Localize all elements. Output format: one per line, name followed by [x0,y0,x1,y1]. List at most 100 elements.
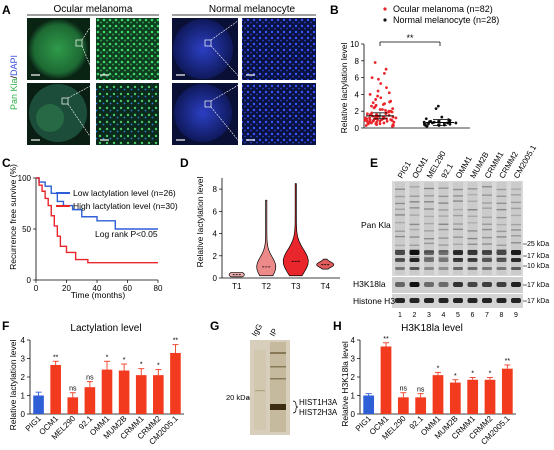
e-band-histone-h3 [409,298,420,303]
e-band-histone-h3 [482,298,492,303]
e-band-faint [453,236,463,238]
d-ylabel: Relative lactylation level [195,177,205,268]
panel-g: G IgG IP 20 kDa HIST1H3A HIST2H3A [210,319,338,435]
h-title: H3K18la level [401,323,463,334]
f-bar [50,364,61,414]
e-band-faint [467,243,478,245]
panel-d: D Relative lactylation level 0 2 4 6 8 T1 T2 T3… [180,156,340,291]
panel-c: C Recurrence free survive (%) 0 50 100 0 20 4… [2,156,178,300]
e-band-faint [438,209,449,211]
h-ytick-label: 2 [351,373,356,382]
e-band-faint [496,216,507,219]
e-band-faint [438,228,449,231]
h-ytick-label: 3 [351,355,356,364]
e-band-faint [438,215,449,217]
b-point [381,115,385,119]
e-band-h3k18la [467,282,478,287]
g-lane-igg: IgG [250,322,264,338]
b-ylabel: Relative lactylation level [339,43,349,134]
g-band-2: HIST2H3A [299,408,338,417]
e-band-faint [395,230,405,232]
f-sig-label: ns [86,375,94,382]
h-sig-label: * [437,365,440,372]
e-lane-number: 3 [427,312,431,319]
b-significance: ** [406,33,414,43]
e-band-faint [438,237,449,239]
f-ylabel: Relative lactylation level [8,340,18,431]
b-point [365,112,369,116]
tissue-core [28,19,88,79]
h-sig-label: ns [400,386,408,393]
b-point [370,104,373,108]
g-marker: 20 kDa [226,393,251,402]
b-point [371,101,375,105]
b-point [368,93,372,96]
e-lane-smear [511,182,521,275]
c-xtick-label: 0 [34,284,39,293]
e-band-faint [409,207,420,209]
f-ytick-label: 4 [21,336,26,345]
d-violin [282,183,309,277]
e-band-faint [395,188,405,190]
legend-normal: Normal melanocyte (n=28) [393,15,499,25]
e-band-faint [496,202,507,205]
h-plot-area: 01234PIG1**OCM1nsMEL290ns92.1*OMM1*MUM2B… [351,336,516,447]
e-band-faint [496,223,507,226]
b-point [363,116,367,120]
e-band-histone [496,258,507,262]
h-sig-label: ** [505,358,511,365]
e-band-faint [424,208,434,210]
c-ytick-label: 50 [22,225,31,234]
h-ytick-label: 4 [351,336,356,345]
d-xtick-label: T1 [232,282,242,291]
b-point [385,119,389,123]
panel-f: F Lactylation level Relative lactylation… [2,319,184,447]
e-row-h3k18la: H3K18la [353,279,386,289]
b-point [440,115,444,119]
e-band-faint [482,236,492,239]
e-band-faint [482,243,492,245]
e-band-histone [409,250,420,255]
e-row-pan-kla: Pan Kla [361,220,391,230]
g-band-1: HIST1H3A [299,398,338,407]
e-band-low [482,267,492,270]
panel-h: H H3K18la level Relative H3K18la level 0… [333,319,516,447]
panel-letter-d: D [180,156,189,170]
mw-10: 10 kDa [527,263,549,270]
panel-a: A Ocular melanoma Normal melanocyte Pan … [2,3,316,146]
b-point [384,108,387,112]
e-band-faint [409,201,420,203]
e-band-faint [409,214,420,216]
e-band-h3k18la [453,282,463,287]
e-band-faint [409,223,420,226]
e-band-faint [409,249,420,251]
b-point [381,108,384,111]
b-point [384,67,388,71]
e-band-faint [424,242,434,245]
b-point [389,99,393,103]
e-band-faint [467,193,478,196]
e-band-faint [438,202,449,204]
e-lane-smear [453,182,463,275]
panel-letter-a: A [2,3,11,17]
f-ytick-label: 0 [21,410,26,419]
b-ytick-label: 4 [355,90,360,99]
e-band-histone [467,258,478,262]
c-xtick-label: 80 [154,284,163,293]
b-ytick-label: 2 [355,107,360,116]
e-band-h3k18la [496,282,507,287]
e-band-faint [482,207,492,209]
e-band-faint [496,208,507,211]
mw-17-h3: 17 kDa [527,298,549,305]
e-band-faint [395,221,405,224]
d-xtick-label: T4 [321,282,331,291]
e-band-faint [424,215,434,218]
b-point [392,120,396,124]
e-band-faint [511,194,521,196]
e-band-faint [482,228,492,231]
e-band-histone [409,258,420,262]
e-band-faint [395,208,405,210]
e-lane-number: 9 [514,312,518,319]
e-band-faint [467,215,478,217]
c-legend-high: High lactylation level (n=30) [73,201,178,211]
